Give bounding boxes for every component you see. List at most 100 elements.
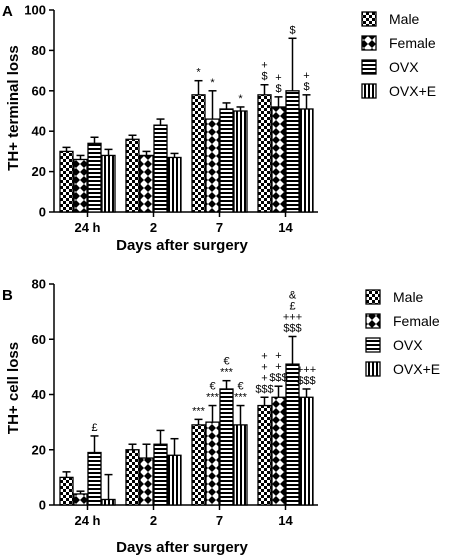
legend-swatch	[365, 337, 381, 353]
legend: Male Female OVX OVX+E	[361, 11, 436, 99]
significance-marker: +	[275, 350, 281, 362]
significance-marker: $	[261, 71, 267, 83]
bar-ovx-0	[87, 451, 102, 506]
significance-marker: $	[303, 81, 309, 93]
significance-marker: $$$	[269, 372, 287, 384]
legend-swatch	[361, 59, 377, 75]
bar-female-3	[271, 106, 286, 213]
significance-marker: ***	[234, 392, 248, 404]
panel-a: A TH+ terminal loss Days after surgery 0…	[2, 3, 436, 255]
legend-swatch	[365, 361, 381, 377]
legend-swatch	[361, 35, 377, 51]
bar-male-2	[191, 424, 206, 506]
x-tick-label: 14	[278, 513, 293, 528]
bar-ovx-e-1	[167, 454, 182, 506]
significance-marker: $$$	[283, 322, 301, 334]
significance-marker: +	[261, 361, 267, 373]
bar-ovx-1	[153, 124, 168, 213]
y-tick-label: 0	[39, 498, 46, 513]
significance-marker: ***	[192, 405, 206, 417]
panel-b: B TH+ cell loss Days after surgery 0 20 40…	[2, 277, 440, 557]
x-tick-label: 7	[216, 513, 223, 528]
x-axis-label: Days after surgery	[116, 539, 248, 556]
bar-female-2	[205, 118, 220, 213]
bar-ovx-e-2	[233, 424, 248, 506]
significance-marker: $	[289, 24, 295, 36]
significance-marker: +	[303, 70, 309, 82]
y-tick-label: 60	[32, 83, 46, 98]
significance-marker: +	[261, 372, 267, 384]
bar-ovx-e-0	[101, 154, 116, 213]
x-tick-label: 24 h	[74, 513, 100, 528]
legend-swatch	[365, 289, 381, 305]
bar-ovx-1	[153, 443, 168, 506]
bar-ovx-3	[285, 363, 300, 506]
y-tick-label: 0	[39, 205, 46, 220]
bar-male-1	[125, 138, 140, 213]
y-tick-label: 40	[32, 387, 46, 402]
panel-letter: A	[2, 3, 13, 20]
significance-marker: €	[209, 381, 215, 393]
bar-female-2	[205, 421, 220, 506]
significance-marker: £	[289, 300, 295, 312]
significance-marker: +	[275, 72, 281, 84]
significance-marker: *	[210, 77, 215, 89]
y-tick-label: 20	[32, 164, 46, 179]
bar-ovx-2	[219, 388, 234, 506]
legend-label: Male	[389, 11, 420, 27]
bar-male-0	[59, 476, 74, 506]
y-tick-label: 80	[32, 277, 46, 292]
significance-marker: €	[223, 356, 229, 368]
x-tick-label: 24 h	[74, 220, 100, 235]
x-axis-label: Days after surgery	[116, 237, 248, 254]
significance-marker: $$$	[297, 375, 315, 387]
bar-ovx-3	[285, 90, 300, 213]
x-tick-label: 2	[150, 220, 157, 235]
bar-female-1	[139, 154, 154, 213]
bar-ovx-e-3	[299, 108, 314, 213]
bar-male-3	[257, 94, 272, 213]
y-tick-label: 60	[32, 332, 46, 347]
bar-ovx-e-0	[101, 498, 116, 506]
legend-swatch	[361, 83, 377, 99]
bar-female-0	[73, 158, 88, 213]
significance-marker: ***	[206, 392, 220, 404]
x-tick-label: 2	[150, 513, 157, 528]
x-tick-label: 7	[216, 220, 223, 235]
bar-ovx-e-2	[233, 110, 248, 213]
significance-marker: ***	[220, 367, 234, 379]
y-tick-label: 40	[32, 124, 46, 139]
legend-label: OVX	[389, 59, 419, 75]
y-axis-label: TH+ cell loss	[5, 342, 22, 434]
significance-marker: £	[91, 422, 97, 434]
bar-male-3	[257, 404, 272, 506]
bar-ovx-e-3	[299, 396, 314, 506]
x-tick-label: 14	[278, 220, 293, 235]
significance-marker: +	[261, 350, 267, 362]
significance-marker: &	[289, 289, 297, 301]
significance-marker: +	[275, 361, 281, 373]
significance-marker: *	[196, 67, 201, 79]
bar-male-2	[191, 94, 206, 213]
legend: Male Female OVX OVX+E	[365, 289, 440, 377]
significance-marker: +	[261, 60, 267, 72]
y-axis-label: TH+ terminal loss	[5, 45, 22, 170]
panel-letter: B	[2, 287, 13, 304]
significance-marker: $$$	[255, 383, 273, 395]
legend-label: OVX+E	[389, 83, 436, 99]
significance-marker: +++	[297, 364, 316, 376]
bar-ovx-0	[87, 142, 102, 213]
legend-label: Male	[393, 289, 424, 305]
bar-female-0	[73, 493, 88, 506]
bar-female-3	[271, 396, 286, 506]
legend-label: Female	[389, 35, 436, 51]
significance-marker: +++	[283, 311, 302, 323]
bar-female-1	[139, 457, 154, 506]
y-tick-label: 100	[24, 3, 46, 18]
significance-marker: *	[238, 93, 243, 105]
bar-male-0	[59, 150, 74, 213]
bar-ovx-e-1	[167, 156, 182, 213]
